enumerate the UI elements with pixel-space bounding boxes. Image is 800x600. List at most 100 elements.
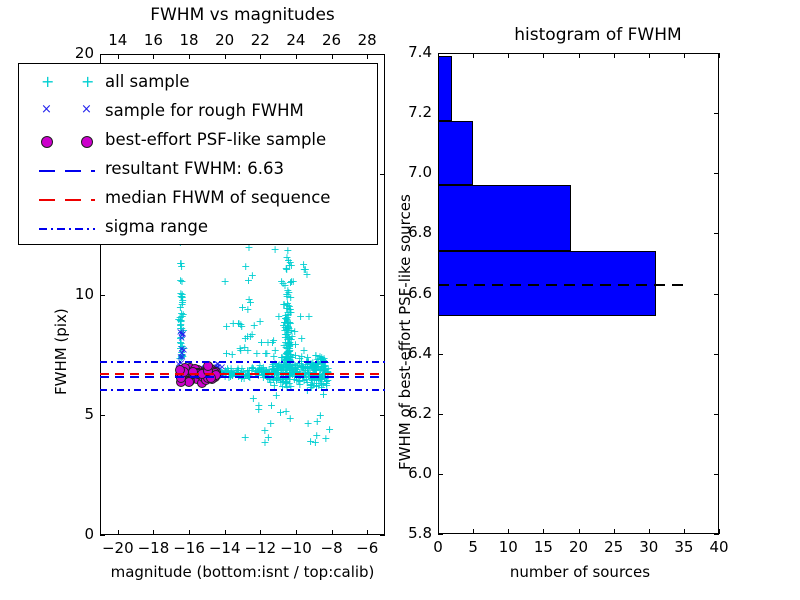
scatter-point-all-sample: + <box>291 367 300 378</box>
scatter-point-all-sample: + <box>282 311 292 325</box>
legend-item[interactable]: + + all sample <box>19 70 377 100</box>
legend-item[interactable]: resultant FWHM: 6.63 <box>19 157 377 187</box>
scatter-x-tick <box>189 530 191 535</box>
legend-item[interactable]: sigma range <box>19 215 377 245</box>
scatter-x-tick-label: −12 <box>244 539 277 557</box>
histogram-y-tick-label: 7.0 <box>408 163 432 182</box>
filled-circle-icon <box>41 136 53 148</box>
scatter-top-tick-label: 26 <box>322 31 342 49</box>
scatter-point-all-sample: + <box>235 342 245 356</box>
scatter-x-tick <box>295 530 297 535</box>
scatter-point-all-sample: + <box>233 316 244 330</box>
scatter-point-all-sample: + <box>280 279 290 293</box>
scatter-top-tick-label: 28 <box>357 31 377 49</box>
scatter-point-all-sample: + <box>273 360 283 374</box>
scatter-point-all-sample: + <box>285 339 295 353</box>
scatter-point-all-sample: + <box>282 289 292 303</box>
scatter-point-all-sample: + <box>287 358 297 372</box>
scatter-point-all-sample: + <box>273 360 283 374</box>
scatter-point-all-sample: + <box>312 357 322 371</box>
scatter-point-all-sample: + <box>221 367 230 378</box>
scatter-point-all-sample: + <box>247 361 257 375</box>
scatter-point-all-sample: + <box>283 283 293 297</box>
scatter-point-all-sample: + <box>306 372 316 386</box>
scatter-y-tick-label: 5 <box>84 404 94 423</box>
scatter-point-all-sample: + <box>260 436 270 450</box>
legend-item[interactable]: × × sample for rough FWHM <box>19 99 377 129</box>
scatter-point-all-sample: + <box>284 358 295 372</box>
scatter-point-all-sample: + <box>281 367 290 378</box>
scatter-point-all-sample: + <box>229 365 239 379</box>
scatter-point-all-sample: + <box>299 257 309 271</box>
scatter-point-all-sample: + <box>305 434 316 448</box>
scatter-point-all-sample: + <box>281 362 291 376</box>
scatter-point-all-sample: + <box>321 367 330 378</box>
histogram-x-tick <box>578 529 580 534</box>
scatter-point-all-sample: + <box>270 242 280 256</box>
legend-item[interactable]: median FHWM of sequence <box>19 186 377 216</box>
scatter-point-all-sample: + <box>280 358 290 372</box>
scatter-point-all-sample: + <box>269 349 279 363</box>
scatter-point-all-sample: + <box>283 316 293 330</box>
scatter-point-all-sample: + <box>267 359 278 373</box>
scatter-point-all-sample: + <box>285 302 295 316</box>
scatter-point-all-sample: + <box>321 362 331 376</box>
scatter-point-all-sample: + <box>234 364 244 378</box>
scatter-point-all-sample: + <box>311 362 321 376</box>
scatter-point-all-sample: + <box>290 364 301 378</box>
scatter-point-all-sample: + <box>282 296 293 310</box>
scatter-point-all-sample: + <box>285 352 295 366</box>
scatter-point-all-sample: + <box>288 275 298 289</box>
scatter-point-all-sample: + <box>306 379 316 393</box>
scatter-point-all-sample: + <box>286 306 296 320</box>
scatter-point-all-sample: + <box>177 298 187 312</box>
scatter-point-all-sample: + <box>260 424 270 438</box>
scatter-point-all-sample: + <box>258 360 268 374</box>
scatter-point-all-sample: + <box>306 380 316 394</box>
histogram-y-tick <box>438 473 443 475</box>
histogram-x-tick-label: 20 <box>568 538 589 556</box>
scatter-point-all-sample: + <box>231 367 240 378</box>
scatter-point-all-sample: + <box>237 367 246 378</box>
scatter-point-all-sample: + <box>177 274 187 288</box>
scatter-point-rough-sample: × <box>176 352 185 363</box>
scatter-point-all-sample: + <box>245 330 255 344</box>
scatter-point-all-sample: + <box>297 350 307 364</box>
scatter-point-all-sample: + <box>309 360 319 374</box>
scatter-point-all-sample: + <box>281 376 291 390</box>
scatter-point-all-sample: + <box>282 351 293 365</box>
scatter-point-all-sample: + <box>283 347 293 361</box>
scatter-point-all-sample: + <box>175 341 186 355</box>
scatter-point-all-sample: + <box>280 324 290 338</box>
dashdot-line-icon <box>39 228 95 230</box>
scatter-y-tick-right <box>380 294 385 296</box>
scatter-point-all-sample: + <box>289 372 299 386</box>
scatter-point-all-sample: + <box>230 368 239 379</box>
scatter-point-all-sample: + <box>228 316 238 330</box>
scatter-point-all-sample: + <box>298 359 308 373</box>
scatter-point-all-sample: + <box>279 298 289 312</box>
histogram-x-tick-label: 0 <box>433 538 443 556</box>
scatter-point-all-sample: + <box>261 346 271 360</box>
scatter-point-all-sample: + <box>232 364 242 378</box>
plus-icon: + <box>81 72 95 91</box>
scatter-point-all-sample: + <box>280 331 290 345</box>
scatter-point-all-sample: + <box>282 352 292 366</box>
scatter-point-all-sample: + <box>221 365 232 379</box>
scatter-x-tick <box>153 530 155 535</box>
scatter-point-all-sample: + <box>284 344 294 358</box>
legend-item[interactable]: best-effort PSF-like sample <box>19 128 377 158</box>
scatter-point-all-sample: + <box>280 315 290 329</box>
scatter-point-all-sample: + <box>176 326 187 340</box>
scatter-point-all-sample: + <box>319 358 330 372</box>
scatter-point-all-sample: + <box>300 363 310 377</box>
scatter-point-all-sample: + <box>295 378 305 392</box>
scatter-refline-sigma-upper <box>100 360 385 363</box>
histogram-x-tick-top <box>683 53 685 58</box>
histogram-x-tick <box>438 529 439 534</box>
scatter-point-all-sample: + <box>285 275 296 289</box>
scatter-point-all-sample: + <box>253 364 263 378</box>
scatter-top-tick <box>367 54 369 59</box>
scatter-point-all-sample: + <box>277 373 287 387</box>
scatter-point-all-sample: + <box>276 375 286 389</box>
